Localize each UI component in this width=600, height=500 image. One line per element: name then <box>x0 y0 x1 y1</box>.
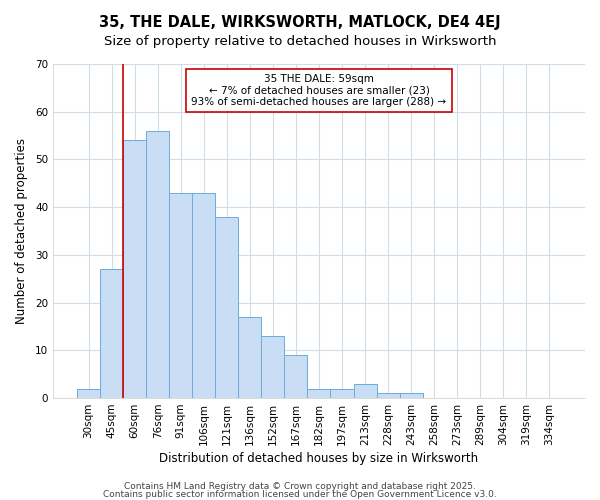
Text: Size of property relative to detached houses in Wirksworth: Size of property relative to detached ho… <box>104 35 496 48</box>
Bar <box>192 193 215 398</box>
Bar <box>262 336 284 398</box>
Bar <box>331 388 353 398</box>
Bar <box>77 388 100 398</box>
Text: 35 THE DALE: 59sqm
← 7% of detached houses are smaller (23)
93% of semi-detached: 35 THE DALE: 59sqm ← 7% of detached hous… <box>191 74 446 107</box>
Bar <box>353 384 377 398</box>
Text: Contains HM Land Registry data © Crown copyright and database right 2025.: Contains HM Land Registry data © Crown c… <box>124 482 476 491</box>
X-axis label: Distribution of detached houses by size in Wirksworth: Distribution of detached houses by size … <box>160 452 479 465</box>
Bar <box>238 317 262 398</box>
Bar <box>100 269 123 398</box>
Text: 35, THE DALE, WIRKSWORTH, MATLOCK, DE4 4EJ: 35, THE DALE, WIRKSWORTH, MATLOCK, DE4 4… <box>99 15 501 30</box>
Y-axis label: Number of detached properties: Number of detached properties <box>15 138 28 324</box>
Text: Contains public sector information licensed under the Open Government Licence v3: Contains public sector information licen… <box>103 490 497 499</box>
Bar <box>146 131 169 398</box>
Bar <box>284 355 307 398</box>
Bar <box>123 140 146 398</box>
Bar <box>307 388 331 398</box>
Bar <box>215 216 238 398</box>
Bar <box>169 193 192 398</box>
Bar <box>400 394 422 398</box>
Bar <box>377 394 400 398</box>
